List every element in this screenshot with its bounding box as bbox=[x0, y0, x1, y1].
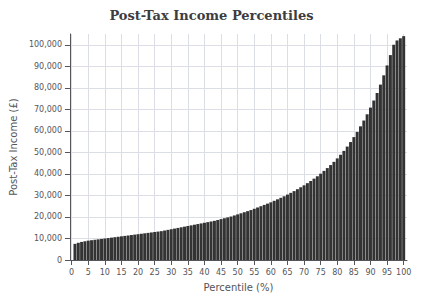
svg-text:55: 55 bbox=[249, 268, 259, 277]
svg-text:40: 40 bbox=[199, 268, 209, 277]
svg-text:35: 35 bbox=[183, 268, 193, 277]
svg-text:100: 100 bbox=[396, 268, 411, 277]
svg-text:80: 80 bbox=[332, 268, 342, 277]
svg-text:90: 90 bbox=[365, 268, 375, 277]
svg-text:Post-Tax Income Percentiles: Post-Tax Income Percentiles bbox=[109, 8, 313, 23]
svg-text:65: 65 bbox=[282, 268, 292, 277]
svg-text:60: 60 bbox=[266, 268, 276, 277]
svg-text:85: 85 bbox=[349, 268, 359, 277]
svg-text:75: 75 bbox=[316, 268, 326, 277]
svg-text:20: 20 bbox=[133, 268, 143, 277]
svg-text:30: 30 bbox=[166, 268, 176, 277]
svg-text:10,000: 10,000 bbox=[34, 234, 62, 243]
svg-text:90,000: 90,000 bbox=[34, 62, 62, 71]
svg-text:80,000: 80,000 bbox=[34, 83, 62, 92]
svg-text:25: 25 bbox=[150, 268, 160, 277]
svg-text:50: 50 bbox=[233, 268, 243, 277]
svg-text:5: 5 bbox=[86, 268, 91, 277]
svg-text:60,000: 60,000 bbox=[34, 126, 62, 135]
svg-text:30,000: 30,000 bbox=[34, 191, 62, 200]
svg-text:Percentile (%): Percentile (%) bbox=[204, 282, 274, 293]
svg-text:70: 70 bbox=[299, 268, 309, 277]
svg-text:10: 10 bbox=[100, 268, 110, 277]
svg-text:50,000: 50,000 bbox=[34, 148, 62, 157]
svg-text:70,000: 70,000 bbox=[34, 105, 62, 114]
svg-text:Post-Tax Income (£): Post-Tax Income (£) bbox=[8, 98, 19, 196]
svg-text:45: 45 bbox=[216, 268, 226, 277]
svg-text:95: 95 bbox=[382, 268, 392, 277]
svg-text:15: 15 bbox=[116, 268, 126, 277]
svg-text:40,000: 40,000 bbox=[34, 169, 62, 178]
svg-text:20,000: 20,000 bbox=[34, 212, 62, 221]
svg-text:100,000: 100,000 bbox=[29, 40, 62, 49]
svg-text:0: 0 bbox=[57, 256, 62, 265]
svg-text:0: 0 bbox=[69, 268, 74, 277]
